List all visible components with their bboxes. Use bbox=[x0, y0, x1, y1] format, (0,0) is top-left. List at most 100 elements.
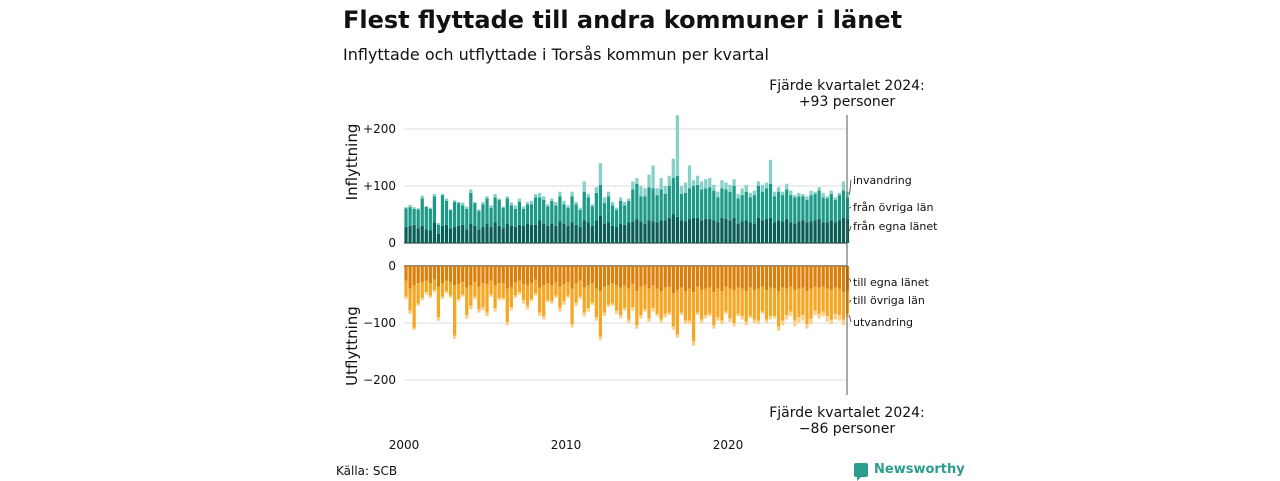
inflow-bar bbox=[805, 222, 809, 243]
inflow-bar bbox=[578, 207, 582, 210]
outflow-bar bbox=[817, 313, 821, 319]
outflow-bar bbox=[777, 266, 781, 292]
inflow-bar bbox=[436, 224, 441, 234]
inflow-bar bbox=[542, 223, 546, 243]
inflow-bar bbox=[841, 190, 846, 218]
outflow-bar bbox=[663, 313, 667, 318]
outflow-bar bbox=[801, 315, 805, 321]
inflow-bar bbox=[457, 201, 461, 204]
inflow-bar bbox=[497, 199, 501, 226]
inflow-bar bbox=[615, 227, 619, 243]
inflow-bar bbox=[513, 208, 517, 228]
outflow-bar bbox=[570, 266, 574, 289]
inflow-bar bbox=[667, 217, 671, 243]
inflow-bar bbox=[631, 221, 635, 243]
inflow-bar bbox=[590, 204, 594, 207]
outflow-bar bbox=[683, 320, 688, 325]
outflow-bar bbox=[453, 335, 457, 339]
outflow-bar bbox=[513, 281, 517, 296]
outflow-bar bbox=[432, 266, 436, 280]
outflow-bar bbox=[404, 280, 408, 297]
outflow-bar bbox=[590, 283, 594, 303]
inflow-bar bbox=[655, 188, 659, 196]
outflow-bar bbox=[712, 266, 716, 293]
outflow-bar bbox=[562, 284, 566, 302]
inflow-bar bbox=[598, 184, 603, 216]
inflow-bar bbox=[671, 214, 675, 243]
outflow-bar bbox=[687, 320, 692, 325]
outflow-bar bbox=[424, 292, 428, 295]
inflow-bar bbox=[566, 207, 570, 226]
outflow-bar bbox=[513, 266, 517, 282]
outflow-bar bbox=[837, 315, 841, 321]
outflow-bar bbox=[566, 281, 570, 296]
outflow-bar bbox=[578, 296, 582, 300]
outflow-bar bbox=[606, 266, 611, 286]
inflow-bar bbox=[525, 204, 530, 224]
series-leader-line bbox=[849, 299, 852, 303]
outflow-bar bbox=[748, 266, 752, 288]
outflow-bar bbox=[631, 266, 635, 285]
outflow-bar bbox=[424, 266, 428, 281]
outflow-bar bbox=[623, 266, 627, 286]
inflow-bar bbox=[465, 229, 469, 243]
inflow-bar bbox=[752, 223, 756, 243]
inflow-bar bbox=[436, 223, 441, 225]
outflow-bar bbox=[497, 283, 501, 298]
outflow-bar bbox=[740, 288, 744, 317]
inflow-bar bbox=[635, 219, 639, 243]
inflow-bar bbox=[489, 205, 493, 208]
outflow-bar bbox=[574, 266, 578, 284]
inflow-bar bbox=[485, 198, 489, 224]
source-note: Källa: SCB bbox=[336, 464, 398, 478]
outflow-bar bbox=[590, 266, 594, 284]
inflow-bar bbox=[793, 197, 797, 224]
outflow-bar bbox=[736, 287, 740, 314]
inflow-bar bbox=[724, 182, 728, 190]
inflow-bar bbox=[712, 220, 716, 243]
outflow-bar bbox=[627, 266, 631, 289]
inflow-bar bbox=[639, 196, 643, 222]
inflow-bar bbox=[825, 222, 829, 243]
inflow-bar bbox=[517, 201, 522, 225]
inflow-bar bbox=[647, 220, 651, 243]
outflow-bar bbox=[687, 266, 692, 289]
inflow-bar bbox=[465, 206, 469, 209]
outflow-bar bbox=[777, 326, 781, 331]
inflow-bar bbox=[797, 221, 801, 243]
inflow-bar bbox=[538, 220, 542, 243]
inflow-bar bbox=[610, 225, 615, 243]
inflow-bar bbox=[748, 197, 752, 223]
outflow-bar bbox=[586, 266, 590, 286]
inflow-bar bbox=[619, 200, 623, 224]
outflow-bar bbox=[793, 289, 797, 321]
inflow-bar bbox=[764, 219, 769, 243]
inflow-bar bbox=[752, 190, 756, 196]
inflow-bar bbox=[428, 230, 432, 243]
inflow-bar bbox=[752, 195, 756, 224]
inflow-bar bbox=[772, 222, 777, 243]
outflow-bar bbox=[748, 316, 752, 319]
inflow-bar bbox=[590, 206, 594, 226]
inflow-bar bbox=[712, 190, 716, 221]
inflow-bar bbox=[728, 220, 732, 243]
outflow-bar bbox=[497, 297, 501, 301]
outflow-bar bbox=[554, 295, 558, 298]
inflow-bar bbox=[420, 198, 424, 226]
outflow-bar bbox=[602, 266, 607, 287]
inflow-bar bbox=[696, 184, 700, 218]
outflow-bar bbox=[756, 320, 760, 325]
inflow-bar bbox=[833, 197, 837, 200]
inflow-bar bbox=[760, 191, 765, 221]
inflow-bar bbox=[837, 220, 841, 243]
inflow-bar bbox=[623, 205, 627, 225]
outflow-bar bbox=[457, 284, 461, 300]
brand[interactable]: Newsworthy bbox=[854, 462, 965, 481]
inflow-bar bbox=[408, 204, 412, 208]
inflow-bar bbox=[647, 174, 651, 188]
outflow-bar bbox=[691, 292, 696, 342]
inflow-bar bbox=[525, 223, 530, 243]
inflow-bar bbox=[505, 198, 509, 224]
outflow-bar bbox=[821, 286, 825, 312]
inflow-bar bbox=[444, 198, 449, 201]
